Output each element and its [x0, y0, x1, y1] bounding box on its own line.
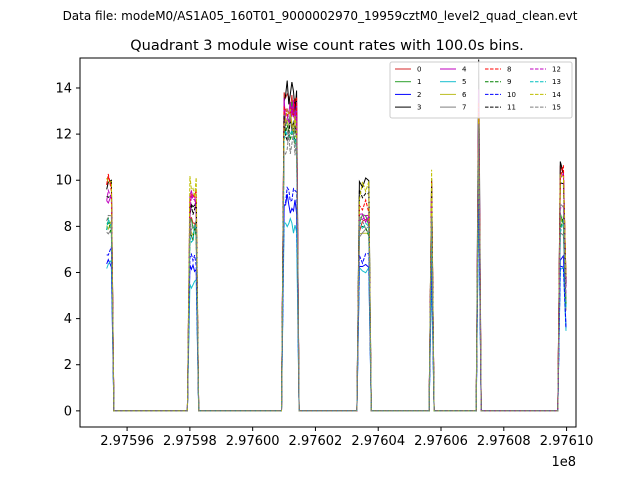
axes-frame	[79, 57, 577, 428]
legend-label-11: 11	[507, 104, 516, 112]
series-line-9	[106, 125, 567, 412]
x-tick-label: 2.97602	[289, 434, 343, 449]
series-line-5	[106, 198, 567, 412]
series-line-6	[106, 108, 567, 412]
legend-label-13: 13	[552, 78, 561, 86]
series-line-13	[106, 128, 567, 412]
y-tick-label: 6	[64, 266, 72, 281]
x-axis: 2.97596 2.97598 2.97600 2.97602 2.97604 2.976…	[100, 427, 593, 449]
x-tick-label: 2.97610	[540, 434, 594, 449]
legend-label-4: 4	[462, 66, 467, 74]
series-line-1	[106, 101, 567, 412]
y-tick-label: 4	[64, 312, 72, 327]
x-offset-label: 1e8	[551, 455, 576, 470]
series-line-12	[106, 106, 567, 412]
legend-frame	[389, 61, 573, 119]
legend-label-9: 9	[507, 78, 511, 86]
series-line-0	[106, 92, 567, 412]
legend-label-14: 14	[552, 91, 561, 99]
legend-label-5: 5	[462, 78, 466, 86]
series-line-8	[106, 97, 567, 412]
x-tick-label: 2.97608	[477, 434, 531, 449]
legend-label-2: 2	[417, 91, 421, 99]
x-tick-label: 2.97598	[163, 434, 217, 449]
x-tick-label: 2.97596	[100, 434, 154, 449]
x-tick-label: 2.97606	[414, 434, 468, 449]
x-tick-label: 2.97600	[226, 434, 280, 449]
y-tick-label: 2	[64, 358, 72, 373]
series-line-15	[106, 123, 567, 412]
series-line-7	[106, 113, 567, 412]
y-tick-label: 10	[55, 174, 72, 189]
series-line-4	[106, 89, 567, 412]
legend-label-7: 7	[462, 104, 466, 112]
legend-label-3: 3	[417, 104, 421, 112]
legend-label-0: 0	[417, 66, 421, 74]
legend-label-12: 12	[552, 66, 561, 74]
y-tick-label: 12	[55, 128, 72, 143]
series-line-2	[106, 185, 567, 412]
series-layer	[106, 59, 567, 412]
y-tick-label: 0	[64, 404, 72, 419]
legend-label-10: 10	[507, 91, 516, 99]
legend-label-1: 1	[417, 78, 421, 86]
y-axis: 0 2 4 6 8 10 12 14	[55, 81, 80, 419]
chart-title: Quadrant 3 module wise count rates with …	[130, 38, 524, 54]
legend-label-6: 6	[462, 91, 467, 99]
plot-area: 2.97596 2.97598 2.97600 2.97602 2.97604 2.976…	[55, 57, 593, 449]
y-tick-label: 14	[55, 81, 72, 96]
x-tick-label: 2.97604	[351, 434, 405, 449]
series-line-11	[106, 115, 567, 412]
legend-label-15: 15	[552, 104, 561, 112]
y-tick-label: 8	[64, 220, 72, 235]
chart-suptitle: Data file: modeM0/AS1A05_160T01_90000029…	[63, 9, 578, 23]
series-line-10	[106, 179, 567, 412]
legend-label-8: 8	[507, 66, 511, 74]
series-line-14	[106, 108, 567, 412]
